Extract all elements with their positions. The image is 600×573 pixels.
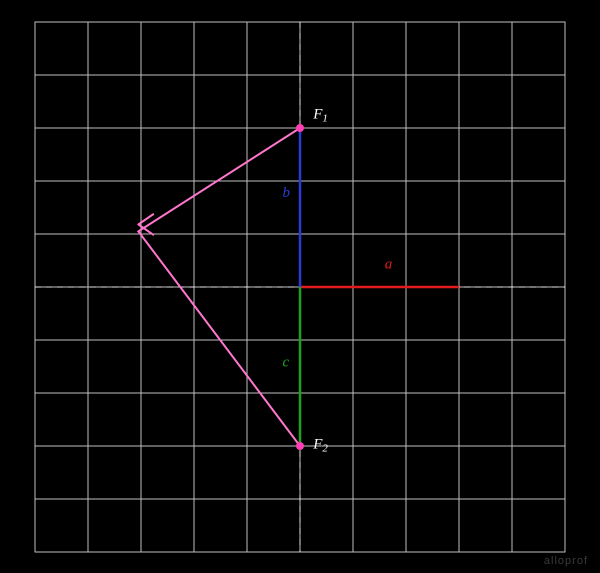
focus-F1-label: F1 [312,106,328,124]
segment-a-label: a [385,256,393,272]
focus-F2-label: F2 [312,437,328,455]
segment-b-label: b [283,185,291,201]
watermark: alloprof [544,555,588,567]
focus-F1-point [296,124,304,132]
segment-c-label: c [283,355,290,371]
coordinate-plane: a b c F1 F2 [0,0,600,573]
diagram-root: a b c F1 F2 alloprof [0,0,600,573]
focus-F2-point [296,442,304,450]
